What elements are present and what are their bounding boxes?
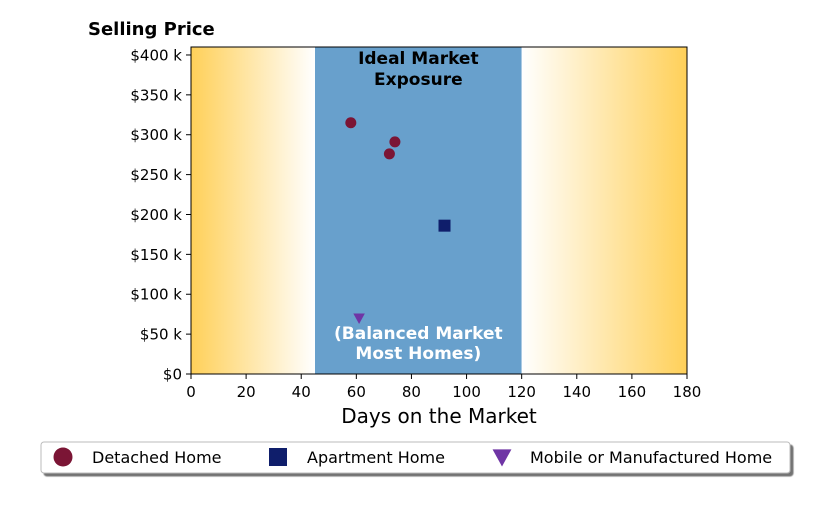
y-tick-label: $200 k (130, 206, 182, 224)
x-tick-label: 40 (292, 383, 311, 401)
detached-home-point (383, 148, 395, 160)
legend-detached-marker (53, 447, 73, 467)
y-tick-label: $350 k (130, 86, 182, 104)
x-tick-label: 160 (618, 383, 647, 401)
data-points (345, 117, 451, 324)
x-tick-label: 180 (673, 383, 702, 401)
legend-apartment-marker (269, 448, 287, 466)
zone-label-line: Ideal Market (358, 49, 479, 69)
ideal-market-zone (315, 47, 522, 374)
right-gradient-zone (521, 47, 687, 374)
legend-box (40, 441, 791, 474)
y-tick-label: $250 k (130, 166, 182, 184)
left-gradient-zone (191, 47, 315, 374)
zone-label-line: Exposure (374, 70, 463, 90)
y-tick-label: $100 k (130, 286, 182, 304)
y-axis: $0 $50 k $100 k $150 k $200 k $250 k $300 k $35… (130, 46, 191, 384)
zone-sublabel-line: Most Homes) (355, 344, 481, 364)
x-tick-label: 100 (452, 383, 481, 401)
legend: Detached Home Apartment Home Mobile or Man… (40, 441, 791, 474)
detached-home-point (389, 136, 401, 148)
y-tick-label: $0 (163, 366, 182, 384)
background-zones (191, 47, 687, 374)
plot-frame (190, 46, 688, 375)
x-tick-label: 80 (402, 383, 421, 401)
apartment-home-point (438, 219, 451, 232)
x-axis: 0 20 40 60 80 100 120 140 160 180 (186, 374, 701, 401)
x-tick-label: 140 (562, 383, 591, 401)
legend-label: Apartment Home (307, 448, 445, 467)
x-axis-title: Days on the Market (341, 404, 537, 428)
x-tick-label: 120 (507, 383, 536, 401)
zone-sublabel-line: (Balanced Market (334, 324, 503, 344)
legend-mobile-marker (492, 449, 512, 467)
x-tick-label: 20 (237, 383, 256, 401)
mobile-home-point (353, 313, 365, 324)
x-tick-label: 0 (186, 383, 196, 401)
x-tick-label: 60 (347, 383, 366, 401)
legend-label: Mobile or Manufactured Home (530, 448, 772, 467)
y-tick-label: $400 k (130, 46, 182, 64)
detached-home-point (345, 117, 357, 129)
y-tick-label: $300 k (130, 126, 182, 144)
y-tick-label: $50 k (140, 326, 182, 344)
legend-label: Detached Home (92, 448, 222, 467)
y-tick-label: $150 k (130, 246, 182, 264)
y-axis-title: Selling Price (88, 19, 215, 40)
